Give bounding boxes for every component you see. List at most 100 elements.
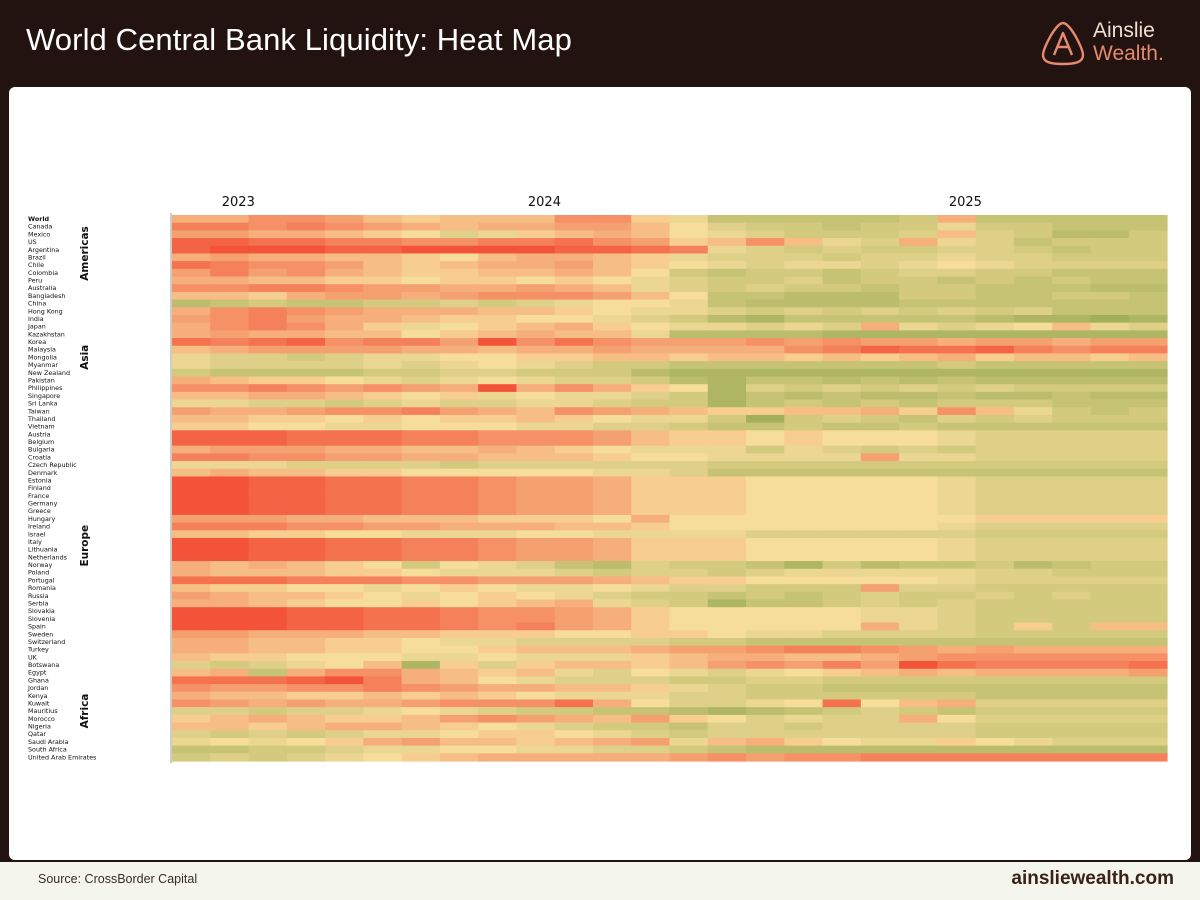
heatmap-cell — [746, 376, 785, 385]
heatmap-cell — [1052, 545, 1092, 554]
heatmap-cell — [937, 338, 977, 347]
heatmap-cell — [1052, 653, 1092, 662]
heatmap-cell — [707, 537, 747, 547]
heatmap-cell — [1090, 591, 1130, 601]
heatmap-cell — [669, 599, 709, 608]
heatmap-cell — [401, 238, 441, 247]
heatmap-cell — [1128, 622, 1168, 631]
heatmap-cell — [1128, 707, 1168, 716]
heatmap-cell — [363, 676, 403, 685]
heatmap-cell — [248, 353, 288, 362]
heatmap-cell — [363, 622, 403, 631]
heatmap-cell — [363, 445, 403, 454]
heatmap-cell — [860, 345, 900, 355]
heatmap-cell — [1052, 745, 1092, 754]
heatmap-cell — [784, 561, 824, 570]
heatmap-cell — [1013, 622, 1053, 631]
website-link[interactable]: ainsliewealth.com — [1011, 868, 1174, 889]
heatmap-cell — [286, 676, 326, 685]
heatmap-cell — [210, 407, 250, 416]
heatmap-cell — [975, 576, 1015, 585]
heatmap-cell — [1013, 422, 1053, 431]
heatmap-cell — [554, 445, 594, 454]
heatmap-cell — [631, 591, 671, 601]
heatmap-cell — [478, 637, 518, 647]
heatmap-cell — [975, 399, 1015, 408]
heatmap-cell — [975, 668, 1015, 678]
heatmap-cell — [707, 445, 747, 454]
heatmap-cell — [707, 291, 747, 301]
heatmap-cell — [669, 245, 709, 255]
heatmap-cell — [822, 407, 862, 416]
heatmap-cell — [286, 399, 326, 408]
heatmap-cell — [363, 614, 403, 624]
heatmap-cell — [822, 245, 862, 255]
row-label: Romania — [28, 584, 56, 592]
heatmap-cell — [248, 430, 288, 439]
heatmap-cell — [937, 637, 977, 647]
heatmap-cell — [822, 653, 862, 662]
heatmap-cell — [937, 753, 977, 762]
heatmap-cell — [1128, 507, 1168, 516]
heatmap-cell — [707, 522, 747, 531]
heatmap-cell — [401, 261, 441, 270]
year-label: 2024 — [528, 195, 561, 210]
heatmap-cell — [286, 391, 326, 401]
heatmap-cell — [1128, 722, 1168, 731]
heatmap-cell — [210, 499, 250, 508]
heatmap-cell — [937, 591, 977, 601]
heatmap-cell — [784, 438, 824, 447]
heatmap-cell — [516, 622, 556, 631]
heatmap-cell — [1090, 622, 1130, 631]
heatmap-cell — [860, 468, 900, 478]
heatmap-cell — [439, 314, 479, 324]
heatmap-cell — [1013, 753, 1053, 762]
heatmap-cell — [1052, 684, 1092, 693]
heatmap-cell — [401, 330, 441, 339]
heatmap-cell — [975, 630, 1015, 639]
heatmap-cell — [937, 737, 977, 747]
heatmap-cell — [210, 215, 250, 224]
heatmap-cell — [899, 361, 938, 370]
heatmap-cell — [784, 645, 824, 654]
heatmap-cell — [1128, 537, 1168, 547]
heatmap-cell — [1128, 376, 1168, 385]
heatmap-cell — [822, 491, 862, 501]
heatmap-cell — [937, 391, 977, 401]
heatmap-cell — [899, 215, 938, 224]
heatmap-cell — [172, 722, 211, 731]
heatmap-cell — [401, 407, 441, 416]
heatmap-cell — [860, 630, 900, 639]
heatmap-cell — [860, 330, 900, 339]
heatmap-cell — [784, 691, 824, 701]
heatmap-cell — [1013, 491, 1053, 501]
heatmap-cell — [325, 707, 364, 716]
heatmap-cell — [363, 322, 403, 331]
heatmap-cell — [784, 576, 824, 585]
heatmap-cell — [172, 584, 211, 593]
heatmap-cell — [172, 407, 211, 416]
heatmap-cell — [746, 607, 785, 616]
heatmap-cell — [516, 399, 556, 408]
heatmap-cell — [210, 253, 250, 262]
heatmap-cell — [784, 407, 824, 416]
heatmap-cell — [286, 714, 326, 724]
row-label: Spain — [28, 623, 46, 631]
heatmap-cell — [937, 661, 977, 670]
heatmap-cell — [1128, 438, 1168, 447]
heatmap-cell — [975, 714, 1015, 724]
heatmap-cell — [172, 376, 211, 385]
heatmap-cell — [286, 230, 326, 239]
row-label: Qatar — [28, 730, 46, 738]
heatmap-cell — [631, 599, 671, 608]
heatmap-cell — [592, 468, 632, 478]
heatmap-cell — [554, 714, 594, 724]
heatmap-cell — [1013, 368, 1053, 378]
heatmap-cell — [1090, 299, 1130, 308]
heatmap-cell — [592, 514, 632, 524]
heatmap-cell — [1090, 691, 1130, 701]
heatmap-cell — [210, 476, 250, 485]
heatmap-cell — [248, 345, 288, 355]
heatmap-cell — [975, 691, 1015, 701]
source-note: Source: CrossBorder Capital — [38, 872, 198, 886]
